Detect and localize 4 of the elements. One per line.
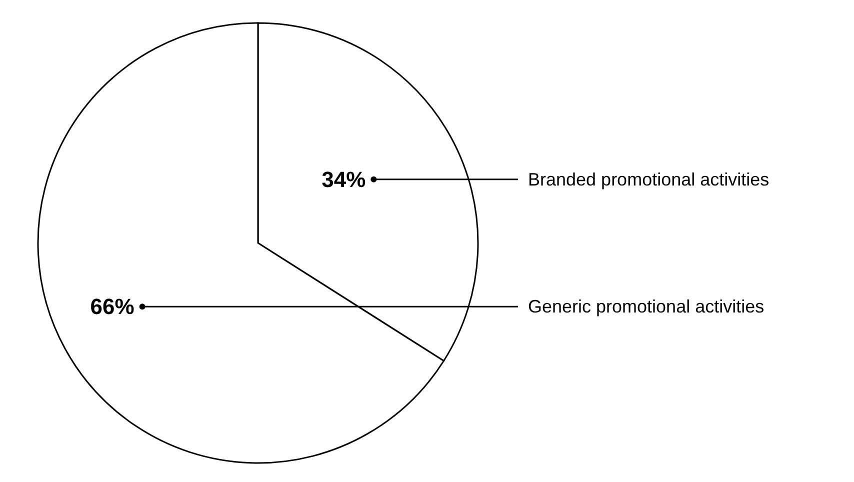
slice-label: Generic promotional activities — [528, 296, 764, 317]
data-label: 66% — [90, 294, 134, 320]
data-label: 34% — [322, 166, 366, 192]
slice-label: Branded promotional activities — [528, 169, 770, 190]
